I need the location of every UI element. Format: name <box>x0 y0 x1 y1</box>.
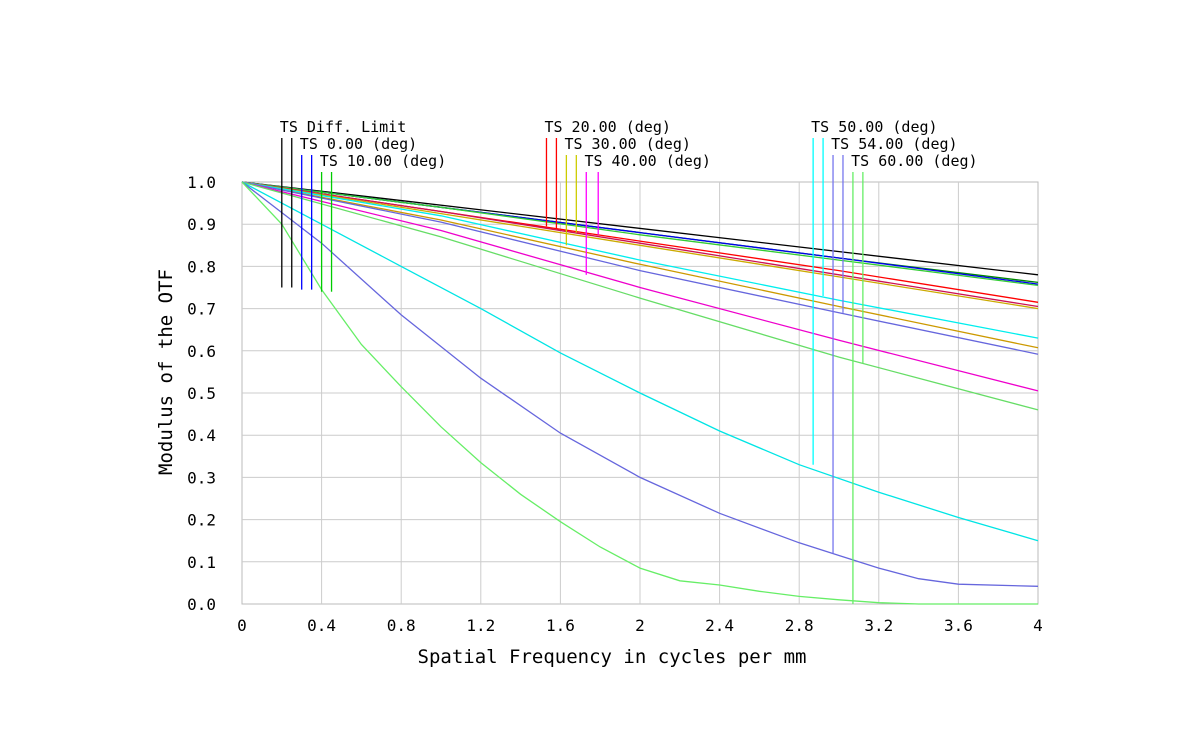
y-tick-label: 0.9 <box>187 215 216 234</box>
series-line-8 <box>241 181 1039 339</box>
y-tick-label: 1.0 <box>187 173 216 192</box>
grid <box>242 182 1038 604</box>
series-line-5 <box>241 181 1039 308</box>
y-tick-label: 0.3 <box>187 468 216 487</box>
x-tick-label: 0 <box>237 616 247 635</box>
x-tick-label: 1.6 <box>546 616 575 635</box>
series-line-7 <box>241 181 1039 349</box>
tick-labels: 0 0.4 0.8 1.2 1.6 2 2.4 2.8 3.2 3.6 4 0.0 0.1 0.2 0.3 0… <box>187 173 1043 635</box>
y-tick-label: 0.8 <box>187 257 216 276</box>
series-line-14 <box>241 181 1038 605</box>
series-line-0 <box>241 181 1039 276</box>
x-tick-label: 4 <box>1033 616 1043 635</box>
series-line-10 <box>241 181 1039 392</box>
legend-label: TS Diff. Limit <box>280 118 406 136</box>
y-tick-label: 0.7 <box>187 300 216 319</box>
x-tick-label: 2 <box>635 616 645 635</box>
legend-label: TS 0.00 (deg) <box>300 135 417 153</box>
legend-markers <box>281 138 864 604</box>
y-axis-title: Modulus of the OTF <box>155 269 177 475</box>
legend-label: TS 50.00 (deg) <box>811 118 937 136</box>
x-tick-label: 0.8 <box>387 616 416 635</box>
legend-label: TS 60.00 (deg) <box>851 152 977 170</box>
legend-label: TS 40.00 (deg) <box>584 152 710 170</box>
x-tick-label: 3.6 <box>944 616 973 635</box>
legend-label: TS 30.00 (deg) <box>564 135 690 153</box>
series-line-12 <box>241 181 1039 542</box>
x-tick-label: 0.4 <box>307 616 336 635</box>
y-tick-label: 0.5 <box>187 384 216 403</box>
y-tick-label: 0.6 <box>187 342 216 361</box>
x-tick-label: 2.8 <box>785 616 814 635</box>
series-line-11 <box>241 181 1039 411</box>
x-tick-label: 2.4 <box>705 616 734 635</box>
series-lines <box>241 181 1039 605</box>
legend-label: TS 20.00 (deg) <box>544 118 670 136</box>
series-line-9 <box>241 181 1039 355</box>
series-line-6 <box>241 181 1039 310</box>
y-tick-label: 0.0 <box>187 595 216 614</box>
x-axis-title: Spatial Frequency in cycles per mm <box>418 646 807 668</box>
legend-label: TS 54.00 (deg) <box>831 135 957 153</box>
x-tick-label: 3.2 <box>864 616 893 635</box>
y-tick-label: 0.1 <box>187 553 216 572</box>
x-tick-label: 1.2 <box>466 616 495 635</box>
y-tick-label: 0.4 <box>187 426 216 445</box>
series-line-3 <box>241 181 1039 287</box>
y-tick-label: 0.2 <box>187 511 216 530</box>
legend-label: TS 10.00 (deg) <box>320 152 446 170</box>
series-line-13 <box>241 181 1039 587</box>
